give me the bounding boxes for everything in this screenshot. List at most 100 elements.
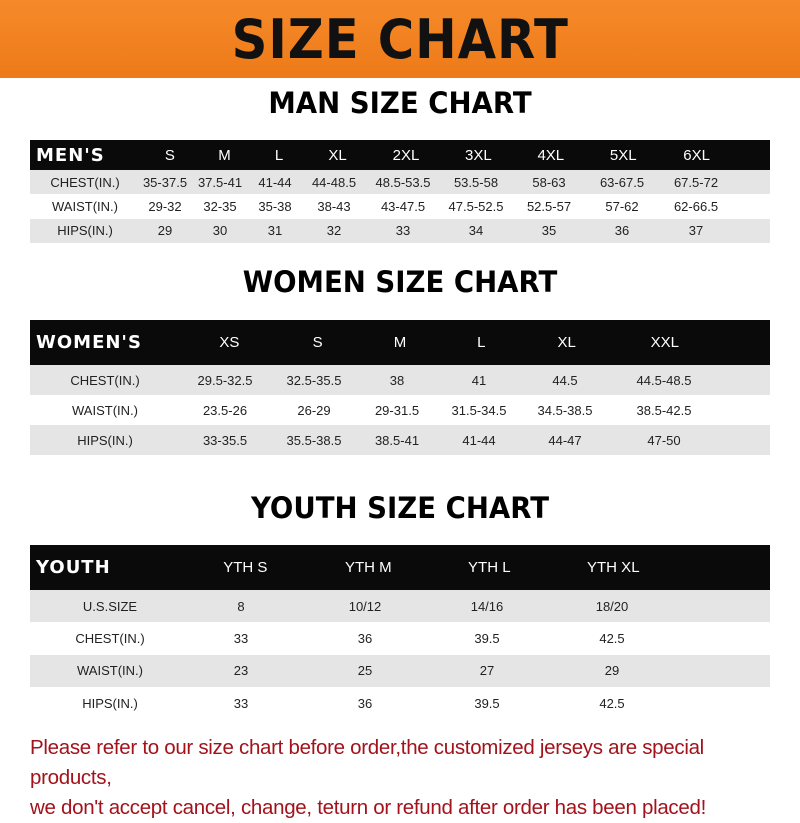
measure-label: HIPS(IN.) bbox=[82, 695, 138, 711]
table-cell: 29 bbox=[604, 663, 620, 679]
size-header-cell: S bbox=[164, 146, 175, 164]
size-header-cell: L bbox=[477, 334, 486, 351]
size-header-cell: L bbox=[274, 146, 284, 164]
size-header-cell: M bbox=[393, 334, 407, 351]
size-header-cell: 3XL bbox=[465, 146, 492, 164]
table-row: HIPS(IN.) 33-35.5 35.5-38.5 38.5-41 41-44 44-… bbox=[30, 425, 770, 455]
table-cell: 35.5-38.5 bbox=[286, 432, 342, 448]
size-header-cell: 5XL bbox=[609, 146, 637, 164]
men-section-title: MAN SIZE CHART bbox=[268, 86, 532, 120]
table-cell: 38.5-41 bbox=[374, 432, 420, 448]
notice-line-2: we don't accept cancel, change, teturn o… bbox=[30, 796, 706, 819]
notice-text: Please refer to our size chart before or… bbox=[30, 733, 790, 823]
table-cell: 18/20 bbox=[595, 598, 629, 614]
table-cell: 23.5-26 bbox=[202, 402, 248, 418]
table-cell: 33 bbox=[395, 223, 411, 239]
table-cell: 33-35.5 bbox=[202, 432, 248, 448]
table-cell: 30 bbox=[212, 223, 228, 239]
table-cell: 47.5-52.5 bbox=[448, 198, 504, 214]
table-cell: 44-48.5 bbox=[311, 174, 357, 190]
size-header-cell: 6XL bbox=[683, 146, 710, 164]
table-cell: 44.5 bbox=[552, 372, 578, 388]
men-size-table: MEN'S S M L XL 2XL 3XL 4XL 5XL 6XL CHEST(IN.) 35-37… bbox=[30, 140, 770, 243]
size-header-cell: YTH S bbox=[223, 559, 268, 576]
size-header-cell: XL bbox=[328, 146, 347, 164]
size-header-cell: 2XL bbox=[392, 146, 420, 164]
table-cell: 36 bbox=[357, 695, 373, 711]
table-cell: 41-44 bbox=[462, 432, 496, 448]
table-cell: 67.5-72 bbox=[673, 174, 719, 190]
table-cell: 35-38 bbox=[258, 198, 292, 214]
table-cell: 41-44 bbox=[258, 174, 292, 190]
table-cell: 38-43 bbox=[317, 198, 351, 214]
measure-label: U.S.SIZE bbox=[82, 598, 138, 614]
table-cell: 36 bbox=[614, 223, 630, 239]
notice-line-1: Please refer to our size chart before or… bbox=[30, 736, 704, 789]
banner-title: SIZE CHART bbox=[231, 7, 569, 71]
table-cell: 41 bbox=[471, 372, 487, 388]
table-row: CHEST(IN.) 35-37.5 37.5-41 41-44 44-48.5 48.5… bbox=[30, 170, 770, 195]
table-cell: 14/16 bbox=[470, 598, 504, 614]
table-cell: 27 bbox=[479, 663, 495, 679]
table-cell: 25 bbox=[357, 663, 373, 679]
table-cell: 31.5-34.5 bbox=[451, 402, 507, 418]
table-cell: 44.5-48.5 bbox=[636, 372, 692, 388]
size-header-cell: XS bbox=[219, 334, 240, 351]
table-cell: 29-31.5 bbox=[374, 402, 420, 418]
measure-label: WAIST(IN.) bbox=[52, 198, 118, 214]
table-cell: 32-35 bbox=[203, 198, 237, 214]
table-cell: 44-47 bbox=[548, 432, 582, 448]
table-cell: 8 bbox=[237, 598, 245, 614]
table-cell: 57-62 bbox=[605, 198, 639, 214]
table-cell: 32 bbox=[326, 223, 342, 239]
measure-label: CHEST(IN.) bbox=[50, 174, 120, 190]
table-cell: 29-32 bbox=[148, 198, 182, 214]
table-cell: 32.5-35.5 bbox=[286, 372, 342, 388]
table-cell: 29.5-32.5 bbox=[197, 372, 253, 388]
table-cell: 34 bbox=[468, 223, 484, 239]
women-section-title: WOMEN SIZE CHART bbox=[242, 265, 558, 299]
table-title-cell: YOUTH bbox=[36, 557, 111, 578]
women-header-row: WOMEN'S XS S M L XL XXL bbox=[30, 320, 770, 365]
table-cell: 42.5 bbox=[599, 630, 625, 646]
table-cell: 43-47.5 bbox=[380, 198, 426, 214]
size-header-cell: 4XL bbox=[537, 146, 565, 164]
table-cell: 37 bbox=[688, 223, 704, 239]
table-cell: 39.5 bbox=[474, 630, 500, 646]
table-row: HIPS(IN.) 29 30 31 32 33 34 35 36 37 bbox=[30, 218, 770, 243]
table-cell: 29 bbox=[157, 223, 173, 239]
banner: SIZE CHART bbox=[0, 0, 800, 78]
table-cell: 58-63 bbox=[532, 174, 566, 190]
table-cell: 33 bbox=[233, 630, 249, 646]
table-cell: 52.5-57 bbox=[526, 198, 572, 214]
youth-size-table: YOUTH YTH S YTH M YTH L YTH XL U.S.SIZE 8 10/12… bbox=[30, 545, 770, 720]
table-title-cell: WOMEN'S bbox=[36, 332, 142, 353]
measure-label: WAIST(IN.) bbox=[72, 402, 138, 418]
table-cell: 33 bbox=[233, 695, 249, 711]
size-header-cell: M bbox=[218, 146, 231, 164]
size-header-cell: YTH L bbox=[468, 559, 511, 576]
table-cell: 37.5-41 bbox=[197, 174, 243, 190]
youth-header-row: YOUTH YTH S YTH M YTH L YTH XL bbox=[30, 545, 770, 590]
table-row: U.S.SIZE 8 10/12 14/16 18/20 bbox=[30, 590, 770, 623]
table-row: WAIST(IN.) 23 25 27 29 bbox=[30, 654, 770, 687]
table-cell: 47-50 bbox=[647, 432, 681, 448]
table-row: HIPS(IN.) 33 36 39.5 42.5 bbox=[30, 686, 770, 720]
size-header-cell: XXL bbox=[650, 334, 680, 351]
table-cell: 10/12 bbox=[348, 598, 382, 614]
table-cell: 42.5 bbox=[599, 695, 625, 711]
table-cell: 23 bbox=[233, 663, 249, 679]
measure-label: CHEST(IN.) bbox=[70, 372, 140, 388]
table-cell: 38 bbox=[389, 372, 405, 388]
size-header-cell: YTH M bbox=[344, 559, 392, 576]
table-cell: 38.5-42.5 bbox=[636, 402, 692, 418]
table-cell: 48.5-53.5 bbox=[375, 174, 431, 190]
table-row: WAIST(IN.) 29-32 32-35 35-38 38-43 43-47.5 47.… bbox=[30, 194, 770, 219]
table-row: WAIST(IN.) 23.5-26 26-29 29-31.5 31.5-34.5 34… bbox=[30, 395, 770, 425]
table-cell: 36 bbox=[357, 630, 373, 646]
measure-label: HIPS(IN.) bbox=[77, 432, 133, 448]
table-cell: 39.5 bbox=[474, 695, 500, 711]
table-cell: 34.5-38.5 bbox=[537, 402, 593, 418]
measure-label: HIPS(IN.) bbox=[57, 223, 113, 239]
table-cell: 35 bbox=[541, 223, 557, 239]
